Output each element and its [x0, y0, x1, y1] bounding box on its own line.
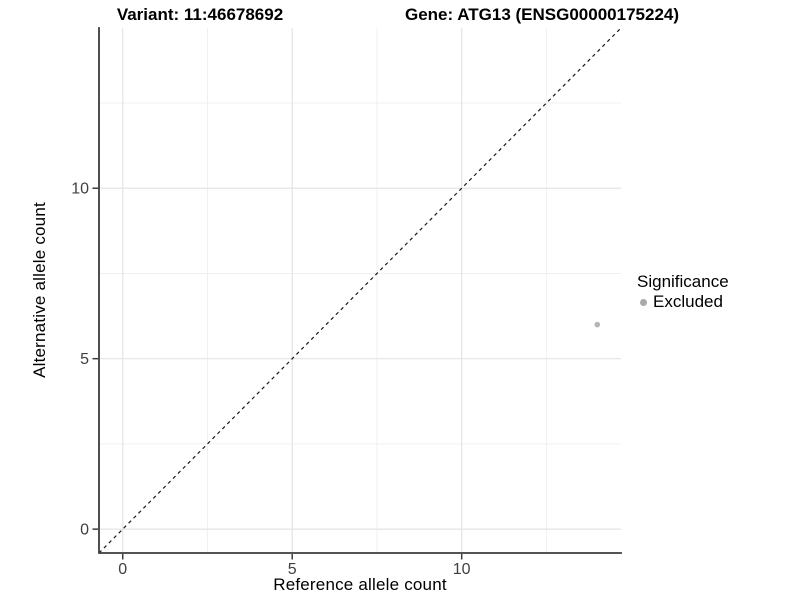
x-tick-label: 0: [118, 561, 127, 578]
x-tick-label: 5: [288, 561, 297, 578]
legend-item-excluded: Excluded: [637, 293, 729, 311]
identity-line: [98, 27, 622, 554]
axis-line: [98, 27, 622, 554]
plot-title-gene: Gene: ATG13 (ENSG00000175224): [404, 5, 680, 24]
plot-title-variant: Variant: 11:46678692: [116, 5, 284, 24]
x-axis-title: Reference allele count: [273, 575, 447, 594]
axis-tick-labels: 0 5 10 0 5 10: [71, 181, 470, 578]
legend: Significance Excluded: [637, 272, 729, 311]
legend-point-icon: [640, 298, 647, 306]
legend-title: Significance: [637, 272, 729, 291]
data-point: [594, 321, 601, 328]
y-tick-label: 10: [71, 181, 89, 198]
axis-lines: [98, 27, 622, 554]
y-tick-label: 5: [80, 351, 89, 368]
x-tick-label: 10: [453, 561, 471, 578]
identity-reference-line: [98, 27, 622, 554]
major-gridlines: [99, 28, 621, 553]
axis-tick-marks: [92, 187, 463, 560]
legend-item-label: Excluded: [653, 292, 723, 311]
y-tick-label: 0: [80, 522, 89, 539]
data-points: [594, 321, 601, 328]
minor-gridlines: [99, 28, 621, 553]
y-axis-title: Alternative allele count: [30, 202, 49, 378]
